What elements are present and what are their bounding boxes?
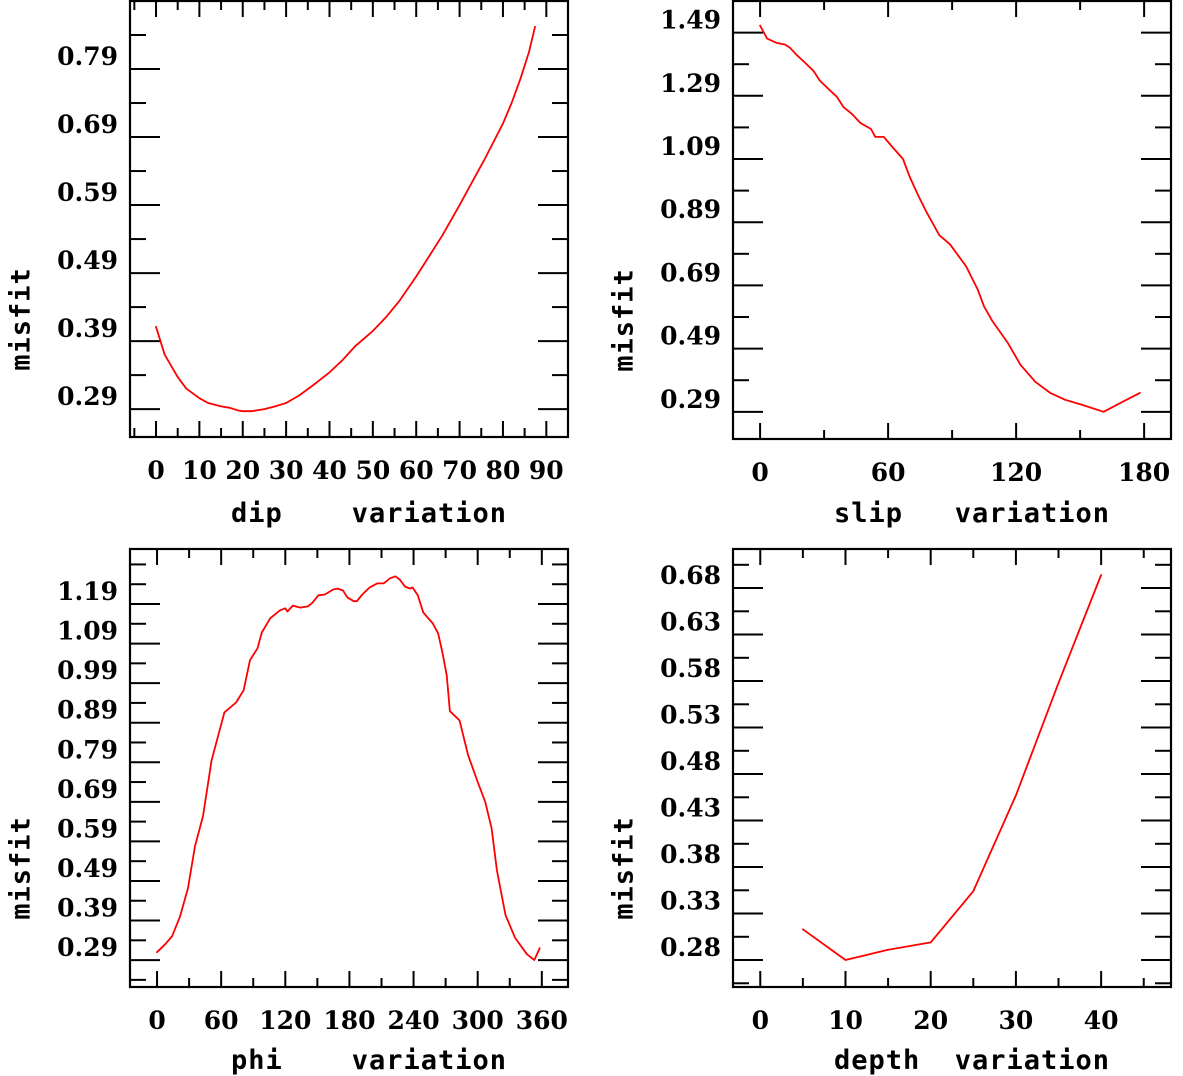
- x-axis-label: phi variation: [231, 1045, 507, 1076]
- series-line-dip: [155, 25, 536, 413]
- y-tick-label: 1.09: [660, 132, 721, 161]
- x-tick-label: 180: [323, 1006, 375, 1035]
- x-tick-label: 0: [148, 1006, 165, 1035]
- x-tick-label: 120: [990, 458, 1042, 487]
- x-tick-label: 10: [182, 456, 217, 485]
- x-tick-label: 300: [452, 1006, 504, 1035]
- y-tick-label: 0.69: [57, 775, 118, 804]
- y-tick-label: 0.58: [660, 654, 721, 683]
- y-tick-label: 0.29: [57, 933, 118, 962]
- y-axis-label: misfit: [609, 816, 640, 920]
- y-axis-label: misfit: [609, 268, 640, 372]
- y-axis-label: misfit: [6, 816, 37, 920]
- plot-frame: [128, 0, 570, 439]
- series-line-slip: [759, 24, 1141, 413]
- y-tick-label: 1.29: [660, 69, 721, 98]
- x-tick-label: 70: [442, 456, 477, 485]
- y-tick-label: 0.79: [57, 735, 118, 764]
- panel-dip-variation: 0 10 20 30 40 50 60 70 80 90 0.29 0.39 0.49 0.59 0.69 0…: [6, 0, 570, 529]
- x-tick-label: 20: [225, 456, 260, 485]
- x-tick-label: 0: [752, 1006, 769, 1035]
- y-tick-label: 0.49: [660, 322, 721, 351]
- x-tick-label: 60: [871, 458, 906, 487]
- panel-depth-variation: 0 10 20 30 40 0.28 0.33 0.38 0.43 0.48 0.53 0.58 0.6…: [609, 547, 1173, 1076]
- panel-phi-variation: 0 60 120 180 240 300 360 0.29 0.39 0.49 0.59 0.69 0.…: [6, 547, 570, 1076]
- y-tick-label: 0.59: [57, 814, 118, 843]
- y-axis-label: misfit: [6, 267, 37, 371]
- plot-frame: [731, 547, 1173, 989]
- x-tick-label: 50: [355, 456, 390, 485]
- y-tick-label: 0.29: [660, 385, 721, 414]
- y-tick-label: 0.49: [57, 246, 118, 275]
- x-tick-label: 0: [147, 456, 164, 485]
- y-tick-label: 0.69: [660, 258, 721, 287]
- y-tick-label: 0.43: [660, 794, 721, 823]
- y-tick-label: 0.49: [57, 854, 118, 883]
- y-tick-label: 0.89: [660, 195, 721, 224]
- x-tick-label: 90: [529, 456, 564, 485]
- x-tick-label: 20: [913, 1006, 948, 1035]
- x-tick-label: 120: [259, 1006, 311, 1035]
- y-tick-label: 1.09: [57, 617, 118, 646]
- x-axis-label: dip variation: [231, 498, 507, 529]
- y-tick-label: 0.33: [660, 887, 721, 916]
- y-tick-label: 0.38: [660, 840, 721, 869]
- y-tick-label: 0.28: [660, 933, 721, 962]
- x-tick-label: 40: [312, 456, 347, 485]
- y-tick-label: 0.53: [660, 701, 721, 730]
- y-tick-label: 0.63: [660, 608, 721, 637]
- x-tick-label: 240: [387, 1006, 439, 1035]
- plot-frame: [731, 0, 1173, 441]
- y-tick-label: 1.49: [660, 6, 721, 35]
- y-tick-label: 0.69: [57, 110, 118, 139]
- y-tick-label: 0.39: [57, 314, 118, 343]
- x-tick-label: 30: [269, 456, 304, 485]
- y-tick-label: 0.79: [57, 42, 118, 71]
- x-tick-label: 0: [751, 458, 768, 487]
- x-tick-label: 60: [204, 1006, 239, 1035]
- x-axis-label: slip variation: [834, 498, 1110, 529]
- x-tick-label: 180: [1118, 458, 1170, 487]
- y-tick-label: 0.29: [57, 382, 118, 411]
- y-tick-label: 0.68: [660, 561, 721, 590]
- y-tick-label: 0.48: [660, 747, 721, 776]
- y-tick-label: 0.39: [57, 894, 118, 923]
- x-tick-label: 40: [1084, 1006, 1119, 1035]
- panel-slip-variation: 0 60 120 180 0.29 0.49 0.69 0.89 1.09 1.29 1.49 sli…: [609, 0, 1173, 529]
- y-tick-label: 0.59: [57, 178, 118, 207]
- x-tick-label: 30: [999, 1006, 1034, 1035]
- y-tick-label: 1.19: [57, 577, 118, 606]
- x-tick-label: 80: [486, 456, 521, 485]
- x-tick-label: 60: [399, 456, 434, 485]
- plot-frame: [128, 547, 570, 989]
- series-line-depth: [802, 574, 1102, 961]
- series-line-phi: [156, 575, 541, 961]
- x-tick-label: 360: [516, 1006, 568, 1035]
- y-tick-label: 0.99: [57, 656, 118, 685]
- x-axis-label: depth variation: [834, 1045, 1110, 1076]
- y-tick-label: 0.89: [57, 696, 118, 725]
- x-tick-label: 10: [828, 1006, 863, 1035]
